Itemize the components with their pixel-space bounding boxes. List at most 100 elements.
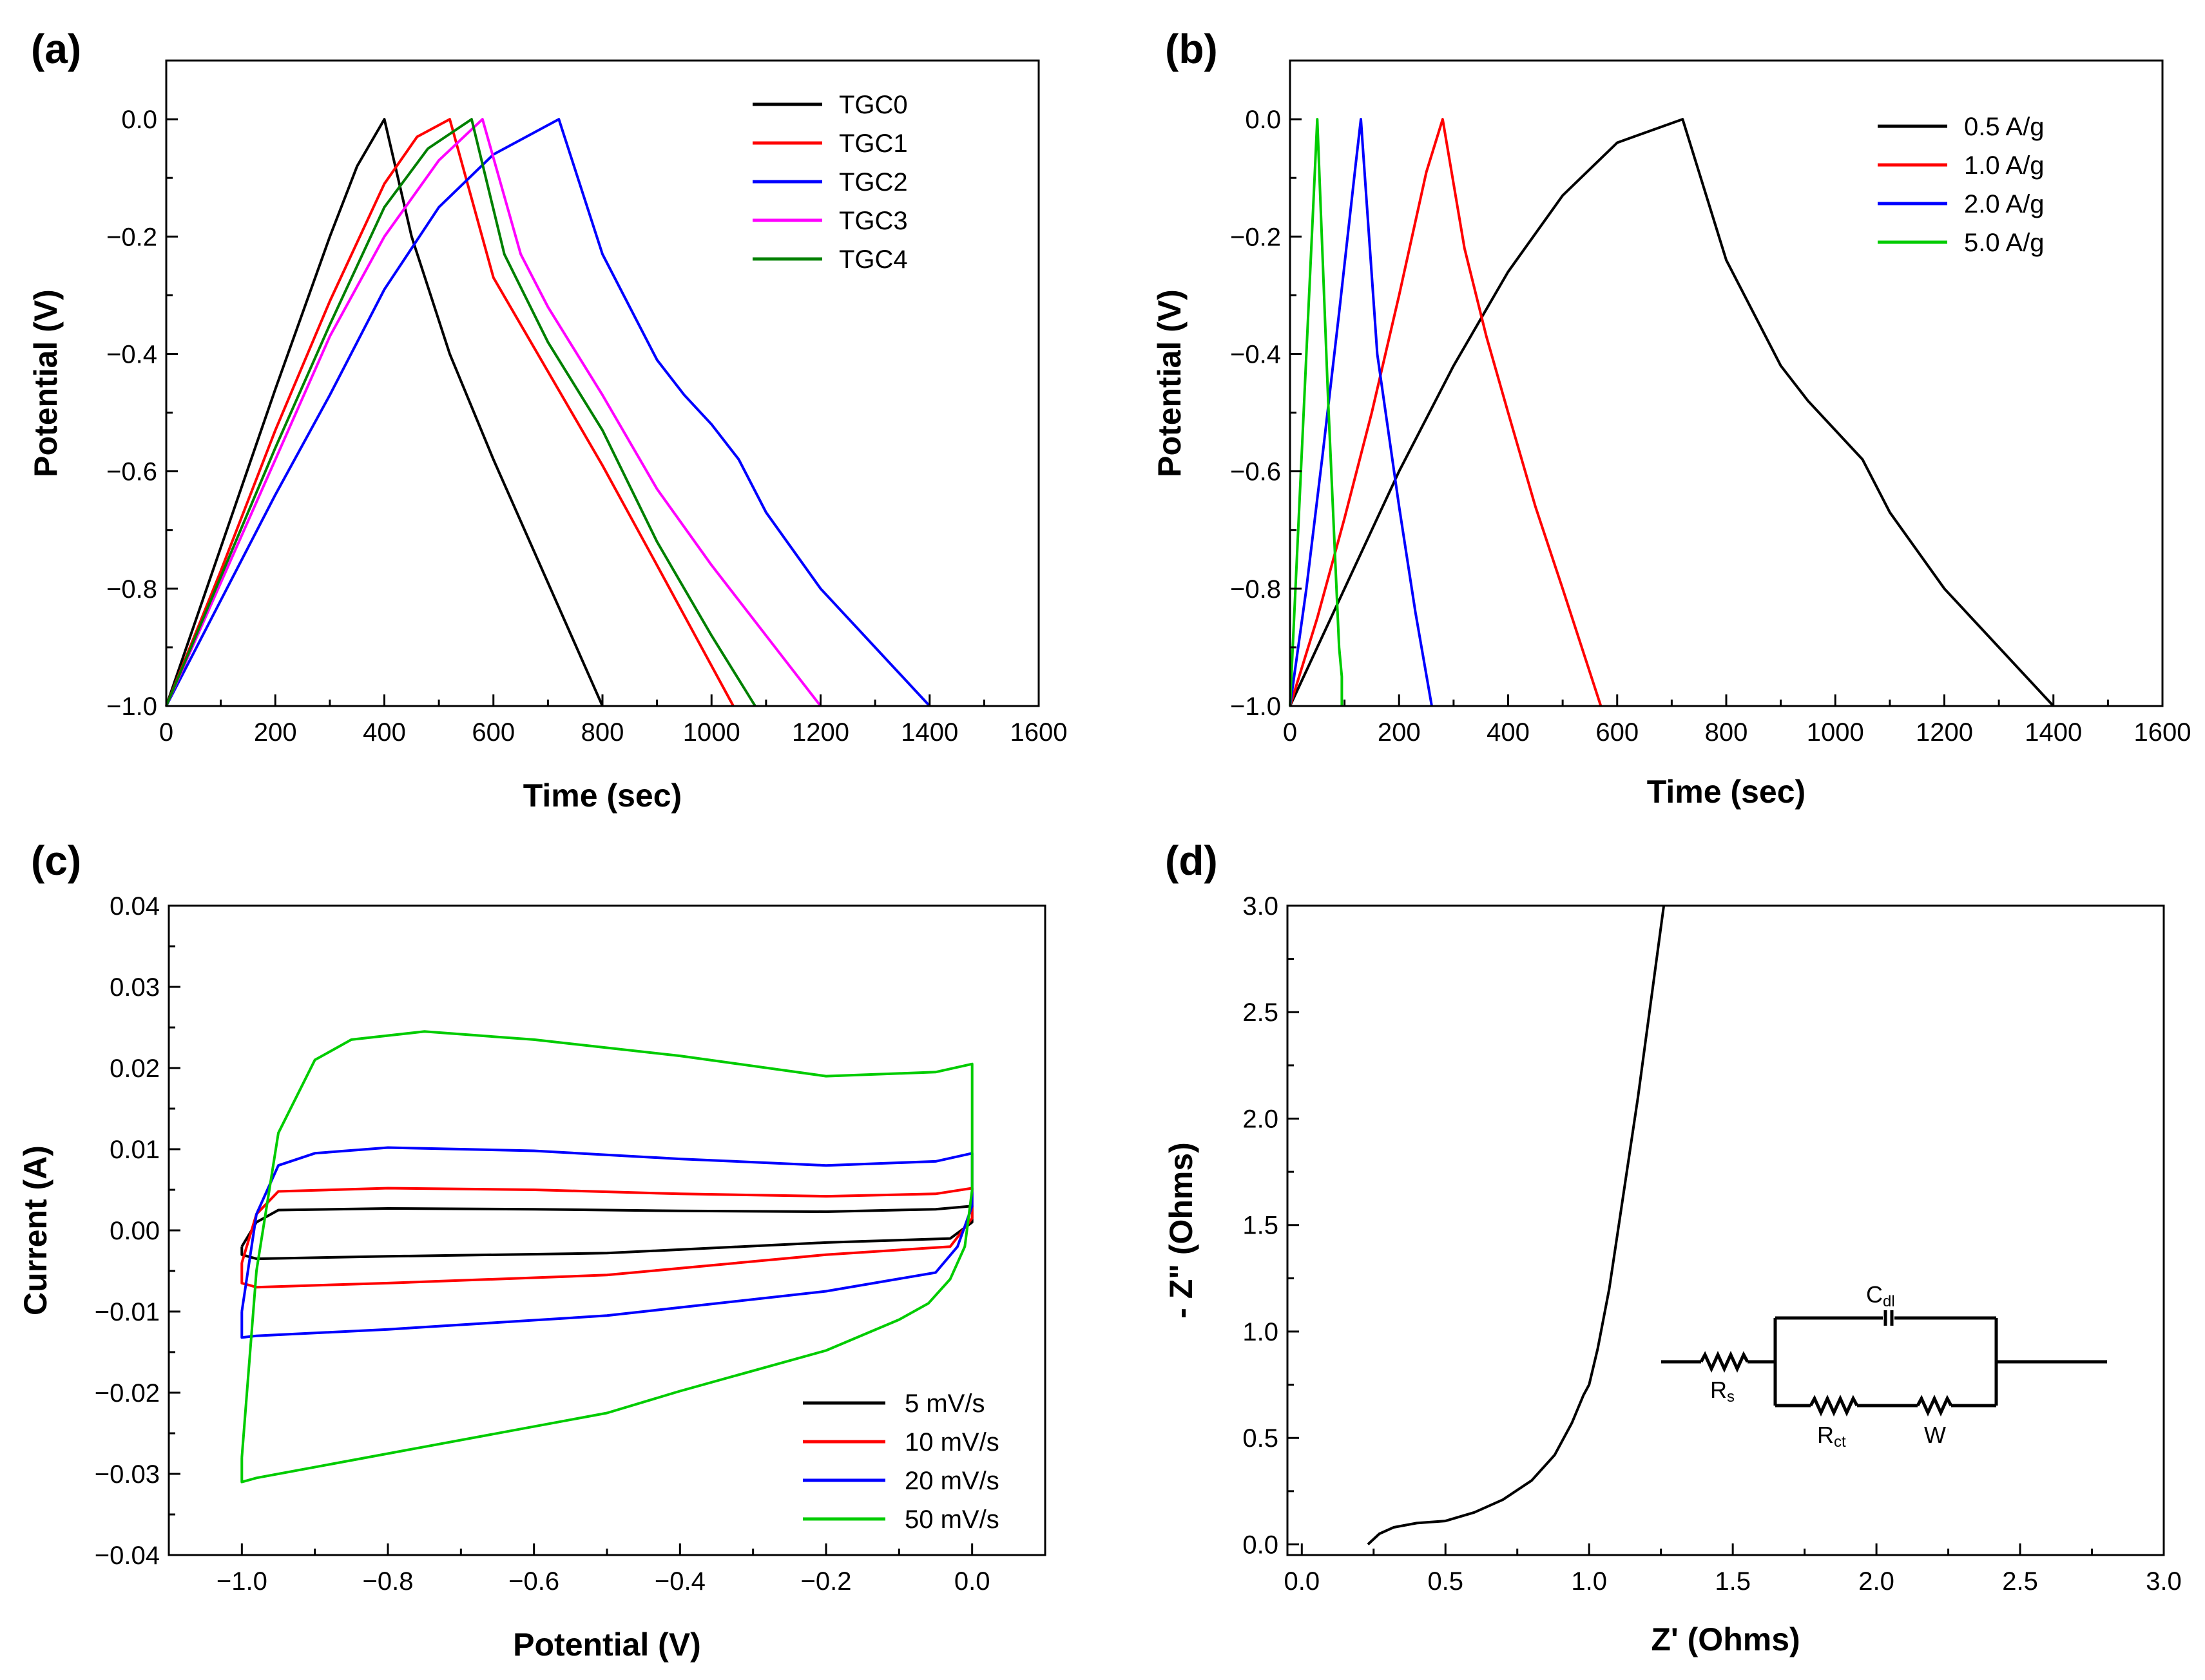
panel-b-y-tick-label-1: −0.8 bbox=[1230, 575, 1281, 604]
panel-c-legend-label-0: 5 mV/s bbox=[905, 1389, 985, 1418]
panel-b-y-tick-label-3: −0.4 bbox=[1230, 340, 1281, 368]
panel-c-y-tick-label-5: 0.01 bbox=[110, 1136, 160, 1164]
panel-a-x-tick-label-7: 1400 bbox=[901, 718, 958, 747]
panel-b-x-tick-label-1: 200 bbox=[1378, 718, 1421, 747]
panel-b-legend-label-0: 0.5 A/g bbox=[1964, 113, 2045, 141]
panel-a-y-tick-label-5: 0.0 bbox=[121, 106, 157, 134]
panel-c-y-tick-label-8: 0.04 bbox=[110, 892, 160, 921]
circuit-label-rs: Rs bbox=[1710, 1377, 1735, 1406]
panel-a-ticks: 0 200 400 600 800 1000 1200 1400 1600 −1.0 −0.8 −0.… bbox=[106, 106, 1067, 747]
panel-c: (c) −1.0 −0.8 −0.6 −0.4 −0.2 0.0 −0.04 −0.03 −0.… bbox=[17, 837, 1046, 1663]
panel-c-series bbox=[240, 1030, 974, 1484]
panel-d-x-tick-label-3: 1.5 bbox=[1715, 1567, 1751, 1596]
panel-a-x-tick-label-4: 800 bbox=[581, 718, 624, 747]
panel-d-x-axis-label: Z' (Ohms) bbox=[1651, 1621, 1800, 1657]
panel-a-x-tick-label-2: 400 bbox=[363, 718, 406, 747]
panel-d-y-tick-label-6: 3.0 bbox=[1242, 892, 1278, 921]
panel-c-series-line-3 bbox=[240, 1030, 974, 1484]
panel-b-legend-label-2: 2.0 A/g bbox=[1964, 190, 2045, 218]
panel-a-x-tick-label-6: 1200 bbox=[792, 718, 849, 747]
panel-b-legend-label-1: 1.0 A/g bbox=[1964, 151, 2045, 180]
panel-c-x-tick-label-2: −0.6 bbox=[508, 1567, 559, 1596]
panel-b-x-tick-label-5: 1000 bbox=[1807, 718, 1864, 747]
panel-d-y-tick-label-2: 1.0 bbox=[1242, 1318, 1278, 1346]
panel-a-y-tick-label-4: −0.2 bbox=[106, 223, 157, 251]
panel-b-x-tick-label-7: 1400 bbox=[2025, 718, 2082, 747]
panel-d-y-axis-label: - Z" (Ohms) bbox=[1163, 1142, 1199, 1319]
panel-b-x-tick-label-3: 600 bbox=[1595, 718, 1639, 747]
panel-c-series-line-0 bbox=[240, 1205, 974, 1261]
panel-a-series-line-2 bbox=[165, 118, 931, 707]
panel-c-y-tick-label-3: −0.01 bbox=[95, 1298, 160, 1326]
panel-d-y-tick-label-3: 1.5 bbox=[1242, 1212, 1278, 1240]
panel-b-x-tick-label-6: 1200 bbox=[1916, 718, 1973, 747]
panel-a-series-line-3 bbox=[165, 118, 822, 707]
panel-b-x-tick-label-4: 800 bbox=[1705, 718, 1748, 747]
panel-a-legend-label-0: TGC0 bbox=[839, 91, 908, 119]
panel-c-y-tick-label-2: −0.02 bbox=[95, 1379, 160, 1408]
panel-d-y-tick-label-4: 2.0 bbox=[1242, 1105, 1278, 1133]
panel-a-series-line-4 bbox=[165, 118, 756, 707]
panel-a-y-tick-label-2: −0.6 bbox=[106, 458, 157, 486]
panel-c-x-tick-label-3: −0.4 bbox=[655, 1567, 706, 1596]
panel-d-y-tick-label-5: 2.5 bbox=[1242, 998, 1278, 1027]
panel-a-y-axis-label: Potential (V) bbox=[28, 289, 64, 477]
panel-a-x-axis-label: Time (sec) bbox=[523, 778, 682, 814]
panel-a-y-tick-label-3: −0.4 bbox=[106, 340, 157, 368]
panel-a-series bbox=[165, 118, 931, 707]
resistor-rct-symbol bbox=[1809, 1394, 1859, 1417]
panel-c-y-tick-label-7: 0.03 bbox=[110, 973, 160, 1002]
panel-a-legend-label-2: TGC2 bbox=[839, 168, 908, 196]
panel-c-x-tick-label-4: −0.2 bbox=[801, 1567, 852, 1596]
panel-b-ticks: 0 200 400 600 800 1000 1200 1400 1600 −1.0 −0.8 −0.… bbox=[1230, 106, 2191, 747]
panel-b-y-tick-label-4: −0.2 bbox=[1230, 223, 1281, 251]
panel-b-series-line-1 bbox=[1289, 118, 1603, 707]
panel-c-y-tick-label-4: 0.00 bbox=[110, 1217, 160, 1245]
panel-c-x-tick-label-1: −0.8 bbox=[363, 1567, 414, 1596]
panel-a-x-tick-label-0: 0 bbox=[159, 718, 173, 747]
panel-d-y-tick-label-1: 0.5 bbox=[1242, 1424, 1278, 1453]
panel-c-y-axis-label: Current (A) bbox=[17, 1145, 53, 1315]
panel-b-series-line-0 bbox=[1289, 118, 2055, 707]
panel-a-legend-label-4: TGC4 bbox=[839, 245, 908, 274]
panel-d-x-tick-label-0: 0.0 bbox=[1284, 1567, 1320, 1596]
circuit-label-rct: Rct bbox=[1817, 1422, 1846, 1451]
panel-c-y-tick-label-1: −0.03 bbox=[95, 1460, 160, 1489]
circuit-label-cdl: Cdl bbox=[1866, 1281, 1895, 1310]
panel-c-ticks: −1.0 −0.8 −0.6 −0.4 −0.2 0.0 −0.04 −0.03 −0.02 −0… bbox=[95, 892, 990, 1596]
panel-b-y-axis-label: Potential (V) bbox=[1151, 289, 1188, 477]
panel-b-legend: 0.5 A/g 1.0 A/g 2.0 A/g 5.0 A/g bbox=[1878, 113, 2045, 257]
panel-a: (a) 0 200 400 600 800 1000 1200 1400 1600 −1.0 −0.… bbox=[28, 26, 1067, 814]
panel-d-plot-frame bbox=[1286, 904, 2165, 1556]
panel-a-x-tick-label-5: 1000 bbox=[683, 718, 740, 747]
panel-b-label: (b) bbox=[1165, 26, 1218, 72]
panel-a-legend-label-3: TGC3 bbox=[839, 207, 908, 235]
panel-a-x-tick-label-1: 200 bbox=[254, 718, 297, 747]
panel-b-legend-label-3: 5.0 A/g bbox=[1964, 229, 2045, 257]
panel-a-series-line-0 bbox=[165, 118, 604, 707]
panel-c-legend: 5 mV/s 10 mV/s 20 mV/s 50 mV/s bbox=[803, 1389, 999, 1534]
panel-c-x-axis-label: Potential (V) bbox=[513, 1627, 701, 1663]
panel-c-x-tick-label-5: 0.0 bbox=[954, 1567, 990, 1596]
panel-b-y-tick-label-2: −0.6 bbox=[1230, 458, 1281, 486]
panel-a-series-line-1 bbox=[165, 118, 735, 707]
panel-b-series bbox=[1289, 118, 2055, 707]
panel-a-x-tick-label-8: 1600 bbox=[1010, 718, 1068, 747]
panel-d: (d) 0.0 0.5 1.0 1.5 2.0 2.5 3.0 0.0 0.5 1.0 1.5 2.0… bbox=[1163, 837, 2182, 1657]
panel-d-y-tick-label-0: 0.0 bbox=[1242, 1531, 1278, 1559]
panel-b-x-tick-label-0: 0 bbox=[1283, 718, 1297, 747]
panel-c-series-line-1 bbox=[240, 1187, 974, 1289]
panel-d-label: (d) bbox=[1165, 837, 1218, 884]
panel-c-y-tick-label-0: −0.04 bbox=[95, 1542, 160, 1570]
panel-c-legend-label-1: 10 mV/s bbox=[905, 1428, 999, 1456]
warburg-w-symbol bbox=[1916, 1394, 1953, 1417]
panel-c-plot-frame bbox=[168, 904, 1046, 1556]
panel-d-ticks: 0.0 0.5 1.0 1.5 2.0 2.5 3.0 0.0 0.5 1.0 1.5 2.0 2.5 3… bbox=[1242, 892, 2181, 1596]
equivalent-circuit-diagram bbox=[1661, 1310, 2107, 1417]
panel-b-y-tick-label-5: 0.0 bbox=[1245, 106, 1281, 134]
panel-b-x-axis-label: Time (sec) bbox=[1647, 774, 1805, 810]
panel-b-y-tick-label-0: −1.0 bbox=[1230, 692, 1281, 721]
panel-a-y-tick-label-0: −1.0 bbox=[106, 692, 157, 721]
panel-a-legend-label-1: TGC1 bbox=[839, 129, 908, 158]
